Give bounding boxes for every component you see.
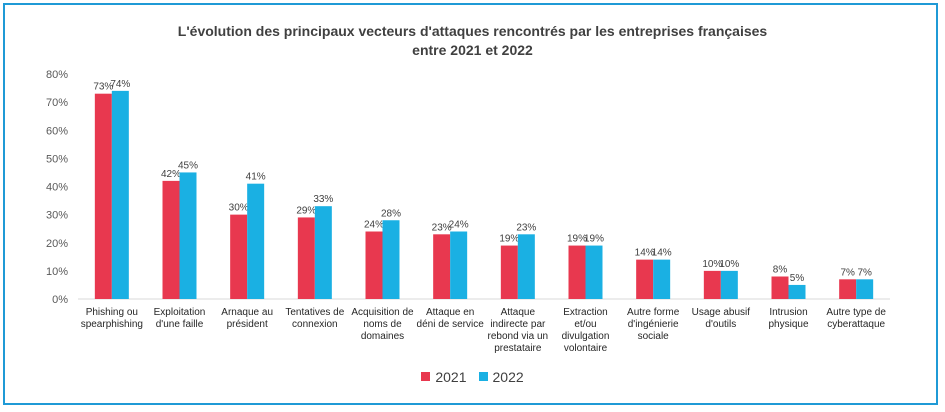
legend-swatch xyxy=(478,372,488,381)
category-label: cyberattaque xyxy=(827,319,885,330)
bar-2022 xyxy=(314,206,332,299)
bar-2021 xyxy=(500,245,518,299)
data-label-2022: 74% xyxy=(110,79,130,90)
legend-swatch xyxy=(421,372,431,381)
category-label: sociale xyxy=(638,331,670,342)
bar-2022 xyxy=(856,279,874,299)
data-label-2021: 7% xyxy=(840,267,855,278)
category-label: Phishing ou xyxy=(86,307,138,318)
bar-2021 xyxy=(636,259,654,299)
bar-2021 xyxy=(703,270,721,299)
category-label: physique xyxy=(768,319,808,330)
data-label-2021: 23% xyxy=(432,222,452,233)
data-label-2022: 5% xyxy=(790,273,805,284)
data-label-2021: 73% xyxy=(93,82,113,93)
y-tick-label: 80% xyxy=(46,69,68,81)
legend-item-2022: 2022 xyxy=(478,368,524,385)
category-label: président xyxy=(227,319,268,330)
category-label: Usage abusif xyxy=(692,307,751,318)
category-label: d'ingénierie xyxy=(628,319,679,330)
data-label-2021: 10% xyxy=(702,259,722,270)
bar-2021 xyxy=(297,217,315,299)
category-label: noms de xyxy=(363,319,402,330)
category-label: connexion xyxy=(292,319,338,330)
y-tick-label: 10% xyxy=(46,266,68,278)
chart-title-line2: entre 2021 et 2022 xyxy=(412,42,533,58)
chart-title-line1: L'évolution des principaux vecteurs d'at… xyxy=(177,23,768,39)
category-label: volontaire xyxy=(564,343,608,354)
data-label-2022: 23% xyxy=(516,222,536,233)
data-label-2022: 14% xyxy=(652,248,672,259)
y-tick-label: 70% xyxy=(46,97,68,109)
category-label: d'outils xyxy=(705,319,736,330)
data-label-2021: 29% xyxy=(296,205,316,216)
bar-2021 xyxy=(230,214,248,299)
category-label: Extraction xyxy=(563,307,607,318)
data-label-2021: 14% xyxy=(635,248,655,259)
category-label: domaines xyxy=(361,331,404,342)
category-label: et/ou xyxy=(574,319,596,330)
bar-2022 xyxy=(517,234,535,299)
category-label: Acquisition de xyxy=(351,307,414,318)
bar-2022 xyxy=(111,90,129,299)
bar-2021 xyxy=(94,93,112,299)
category-label: Autre type de xyxy=(826,307,886,318)
category-label: spearphishing xyxy=(81,319,143,330)
data-label-2022: 28% xyxy=(381,208,401,219)
chart-legend: 2021 2022 xyxy=(0,368,945,385)
data-label-2021: 24% xyxy=(364,220,384,231)
y-tick-label: 20% xyxy=(46,238,68,250)
chart-frame xyxy=(3,3,938,405)
category-label: indirecte par xyxy=(490,319,546,330)
bar-2021 xyxy=(771,276,789,299)
bar-2022 xyxy=(585,245,603,299)
data-label-2021: 8% xyxy=(773,265,788,276)
bar-2021 xyxy=(568,245,586,299)
data-label-2022: 41% xyxy=(246,172,266,183)
bar-2021 xyxy=(162,180,180,299)
category-label: d'une faille xyxy=(156,319,204,330)
bar-2022 xyxy=(382,220,400,299)
data-label-2022: 24% xyxy=(449,220,469,231)
data-label-2022: 10% xyxy=(719,259,739,270)
data-label-2022: 33% xyxy=(313,194,333,205)
y-tick-label: 0% xyxy=(52,294,68,306)
legend-label: 2022 xyxy=(492,368,524,385)
category-label: Arnaque au xyxy=(221,307,273,318)
data-label-2022: 45% xyxy=(178,160,198,171)
category-label: Intrusion xyxy=(769,307,807,318)
bar-2021 xyxy=(365,231,383,299)
bar-2022 xyxy=(653,259,671,299)
y-tick-label: 30% xyxy=(46,210,68,222)
category-label: Attaque xyxy=(501,307,536,318)
data-label-2021: 42% xyxy=(161,169,181,180)
legend-item-2021: 2021 xyxy=(421,368,467,385)
legend-label: 2021 xyxy=(435,368,467,385)
bar-2022 xyxy=(720,270,738,299)
bar-2022 xyxy=(247,183,265,299)
category-label: Exploitation xyxy=(154,307,206,318)
y-tick-label: 60% xyxy=(46,125,68,137)
category-label: Attaque en xyxy=(426,307,474,318)
bar-2022 xyxy=(788,284,806,299)
y-tick-label: 40% xyxy=(46,182,68,194)
y-tick-label: 50% xyxy=(46,153,68,165)
bar-2022 xyxy=(450,231,468,299)
category-label: Tentatives de xyxy=(285,307,344,318)
chart-title: L'évolution des principaux vecteurs d'at… xyxy=(0,22,945,60)
category-label: prestataire xyxy=(494,343,542,354)
category-label: divulgation xyxy=(562,331,610,342)
category-label: déni de service xyxy=(417,319,485,330)
bar-2022 xyxy=(179,172,197,299)
data-label-2022: 7% xyxy=(857,267,872,278)
category-label: Autre forme xyxy=(627,307,680,318)
data-label-2021: 19% xyxy=(567,234,587,245)
bar-2021 xyxy=(839,279,857,299)
data-label-2021: 30% xyxy=(229,203,249,214)
data-label-2021: 19% xyxy=(499,234,519,245)
bar-2021 xyxy=(433,234,451,299)
data-label-2022: 19% xyxy=(584,234,604,245)
category-label: rebond via un xyxy=(488,331,549,342)
